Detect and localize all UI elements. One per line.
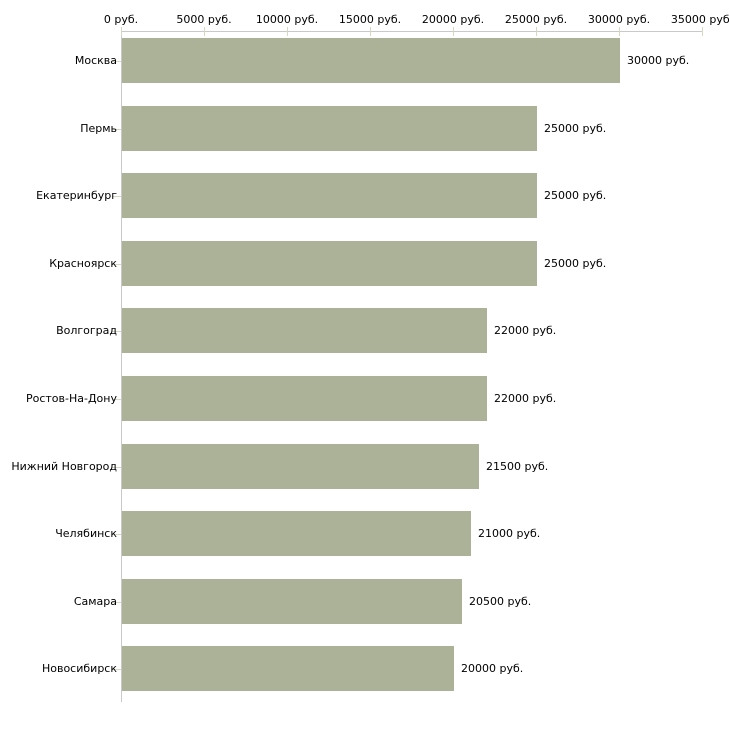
bar: [122, 241, 537, 286]
bar: [122, 38, 620, 83]
value-label: 25000 руб.: [544, 122, 607, 135]
x-axis-line: [121, 31, 703, 32]
x-axis-tick-label: 5000 руб.: [176, 13, 232, 26]
bar: [122, 579, 462, 624]
category-label: Новосибирск: [41, 662, 117, 675]
category-label: Челябинск: [55, 527, 117, 540]
x-axis-tick-mark: [619, 27, 620, 36]
y-axis-tick-mark: [112, 331, 121, 332]
bar: [122, 511, 471, 556]
category-label: Екатеринбург: [36, 189, 117, 202]
category-label: Москва: [74, 54, 117, 67]
value-label: 21500 руб.: [486, 460, 549, 473]
x-axis-tick-label: 20000 руб.: [421, 13, 485, 26]
x-axis-tick-label: 35000 руб.: [670, 13, 730, 26]
bar: [122, 173, 537, 218]
y-axis-line: [121, 31, 122, 702]
value-label: 20000 руб.: [461, 662, 524, 675]
value-label: 25000 руб.: [544, 257, 607, 270]
y-axis-tick-mark: [112, 61, 121, 62]
bar: [122, 106, 537, 151]
y-axis-tick-mark: [112, 534, 121, 535]
y-axis-tick-mark: [112, 602, 121, 603]
value-label: 22000 руб.: [494, 392, 557, 405]
x-axis-tick-mark: [453, 27, 454, 36]
value-label: 30000 руб.: [627, 54, 690, 67]
y-axis-tick-mark: [112, 467, 121, 468]
x-axis-tick-label: 10000 руб.: [255, 13, 319, 26]
category-label: Ростов-На-Дону: [25, 392, 117, 405]
x-axis-tick-mark: [702, 27, 703, 36]
value-label: 22000 руб.: [494, 324, 557, 337]
x-axis-tick-mark: [370, 27, 371, 36]
x-axis-tick-label: 30000 руб.: [587, 13, 651, 26]
category-label: Красноярск: [49, 257, 117, 270]
x-axis-tick-label: 25000 руб.: [504, 13, 568, 26]
value-label: 20500 руб.: [469, 595, 532, 608]
x-axis-tick-mark: [204, 27, 205, 36]
category-label: Нижний Новгород: [11, 460, 117, 473]
y-axis-tick-mark: [112, 669, 121, 670]
value-label: 21000 руб.: [478, 527, 541, 540]
y-axis-tick-mark: [112, 264, 121, 265]
y-axis-tick-mark: [112, 129, 121, 130]
x-axis-tick-mark: [287, 27, 288, 36]
value-label: 25000 руб.: [544, 189, 607, 202]
y-axis-tick-mark: [112, 196, 121, 197]
category-label: Самара: [73, 595, 117, 608]
bar: [122, 308, 487, 353]
category-label: Волгоград: [56, 324, 117, 337]
category-label: Пермь: [80, 122, 117, 135]
x-axis-tick-mark: [536, 27, 537, 36]
bar: [122, 376, 487, 421]
x-axis-tick-mark: [121, 27, 122, 36]
x-axis-tick-label: 15000 руб.: [338, 13, 402, 26]
x-axis-tick-label: 0 руб.: [103, 13, 139, 26]
bar: [122, 646, 454, 691]
bar: [122, 444, 479, 489]
y-axis-tick-mark: [112, 399, 121, 400]
